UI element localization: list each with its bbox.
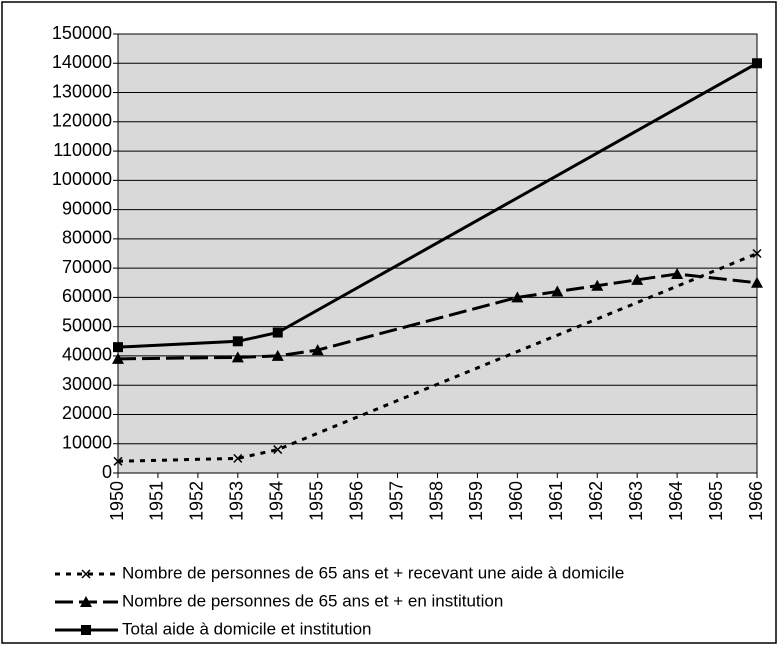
marker bbox=[551, 285, 564, 297]
x-tick-label: 1965 bbox=[706, 481, 726, 521]
legend-label: Nombre de personnes de 65 ans et + recev… bbox=[122, 563, 624, 582]
marker bbox=[233, 453, 243, 463]
y-tick-label: 90000 bbox=[62, 198, 112, 218]
marker bbox=[232, 336, 243, 347]
y-tick-label: 140000 bbox=[52, 52, 112, 72]
y-tick-label: 130000 bbox=[52, 81, 112, 101]
x-tick-label: 1954 bbox=[267, 481, 287, 521]
marker bbox=[231, 351, 244, 363]
legend-marker bbox=[81, 625, 91, 635]
x-tick-label: 1964 bbox=[666, 481, 686, 521]
x-tick-label: 1951 bbox=[147, 481, 167, 521]
x-tick-label: 1958 bbox=[426, 481, 446, 521]
legend-marker bbox=[81, 569, 91, 579]
marker bbox=[752, 58, 762, 69]
x-tick-label: 1952 bbox=[187, 481, 207, 521]
y-tick-label: 20000 bbox=[62, 403, 112, 423]
y-tick-label: 120000 bbox=[52, 111, 112, 131]
marker bbox=[271, 349, 284, 361]
y-tick-label: 0 bbox=[102, 462, 112, 482]
x-tick-label: 1962 bbox=[586, 481, 606, 521]
x-tick-label: 1960 bbox=[506, 481, 526, 521]
plot-area bbox=[117, 33, 758, 474]
marker bbox=[671, 267, 684, 279]
x-tick-label: 1966 bbox=[746, 481, 766, 521]
y-tick-label: 110000 bbox=[53, 140, 112, 160]
legend-label: Total aide à domicile et institution bbox=[122, 619, 371, 638]
x-tick-label: 1963 bbox=[626, 481, 646, 521]
marker bbox=[751, 276, 763, 288]
marker bbox=[273, 445, 283, 455]
x-tick-label: 1950 bbox=[107, 481, 127, 521]
x-tick-label: 1953 bbox=[227, 481, 247, 521]
marker bbox=[591, 279, 604, 291]
marker bbox=[752, 248, 762, 259]
x-tick-label: 1956 bbox=[346, 481, 366, 521]
y-tick-label: 100000 bbox=[52, 169, 112, 189]
y-tick-label: 40000 bbox=[62, 345, 112, 365]
y-tick-label: 50000 bbox=[62, 315, 112, 335]
marker bbox=[113, 342, 123, 353]
y-tick-label: 70000 bbox=[62, 257, 112, 277]
line bbox=[117, 252, 758, 463]
marker bbox=[112, 352, 124, 364]
y-tick-label: 30000 bbox=[62, 374, 112, 394]
x-tick-label: 1957 bbox=[386, 481, 406, 521]
y-tick-label: 60000 bbox=[62, 286, 112, 306]
x-tick-label: 1955 bbox=[306, 481, 326, 521]
marker bbox=[511, 291, 524, 303]
x-tick-label: 1959 bbox=[466, 481, 486, 521]
marker bbox=[272, 327, 283, 338]
line bbox=[117, 61, 758, 349]
marker bbox=[113, 456, 123, 466]
legend-marker bbox=[80, 596, 92, 607]
legend-label: Nombre de personnes de 65 ans et + en in… bbox=[122, 591, 503, 610]
y-tick-label: 80000 bbox=[62, 228, 112, 248]
marker bbox=[631, 273, 644, 285]
marker bbox=[311, 344, 324, 356]
y-tick-label: 10000 bbox=[62, 432, 112, 452]
x-tick-label: 1961 bbox=[546, 481, 566, 521]
y-tick-label: 150000 bbox=[52, 23, 112, 43]
